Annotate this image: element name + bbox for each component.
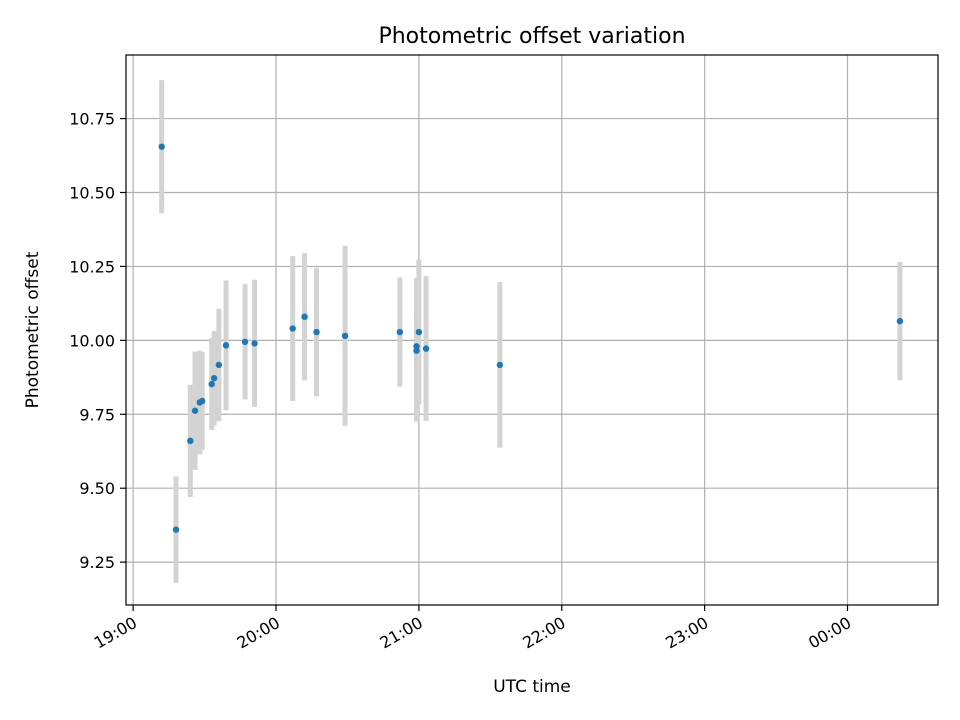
data-point bbox=[198, 397, 206, 405]
y-tick-label: 9.25 bbox=[79, 553, 115, 572]
data-point bbox=[289, 325, 296, 332]
data-point bbox=[341, 332, 349, 340]
error-bars bbox=[159, 80, 903, 583]
x-tick-label: 19:00 bbox=[91, 613, 140, 653]
x-tick-label: 20:00 bbox=[234, 613, 283, 653]
data-point bbox=[251, 340, 258, 347]
y-tick-label: 9.75 bbox=[79, 405, 115, 424]
y-tick-label: 10.00 bbox=[69, 331, 115, 350]
data-point bbox=[191, 407, 199, 414]
data-point bbox=[413, 347, 420, 354]
data-point bbox=[413, 343, 420, 350]
data-point bbox=[301, 313, 308, 320]
x-tick-label: 23:00 bbox=[662, 613, 711, 653]
plot-frame bbox=[125, 54, 939, 606]
data-point bbox=[396, 328, 404, 336]
y-axis-label: Photometric offset bbox=[23, 251, 43, 408]
chart-title: Photometric offset variation bbox=[378, 24, 685, 49]
x-tick-label: 00:00 bbox=[805, 613, 854, 653]
y-tick-label: 9.50 bbox=[79, 479, 115, 498]
data-point bbox=[415, 328, 423, 336]
data-point bbox=[172, 526, 180, 533]
data-point bbox=[313, 328, 320, 336]
data-points bbox=[158, 143, 904, 533]
data-point bbox=[496, 361, 504, 369]
x-tick-label: 21:00 bbox=[376, 613, 425, 653]
data-point bbox=[210, 374, 218, 382]
y-tick-label: 10.50 bbox=[69, 184, 115, 203]
x-tick-label: 22:00 bbox=[519, 613, 568, 653]
data-point bbox=[896, 317, 904, 325]
data-point bbox=[158, 143, 165, 150]
y-tick-label: 10.25 bbox=[69, 257, 115, 276]
y-axis-ticks: 9.25 9.50 9.75 10.00 10.25 10.50 10.75 bbox=[69, 110, 126, 572]
x-axis-label: UTC time bbox=[493, 677, 571, 697]
data-point bbox=[215, 361, 223, 369]
data-point bbox=[187, 437, 194, 445]
y-tick-label: 10.75 bbox=[69, 110, 115, 129]
data-point bbox=[241, 338, 249, 346]
data-point bbox=[422, 345, 430, 352]
grid-lines bbox=[126, 55, 938, 605]
data-point bbox=[208, 380, 215, 388]
x-axis-ticks: 19:00 20:00 21:00 22:00 23:00 00:00 bbox=[91, 605, 855, 653]
data-point bbox=[222, 342, 230, 349]
